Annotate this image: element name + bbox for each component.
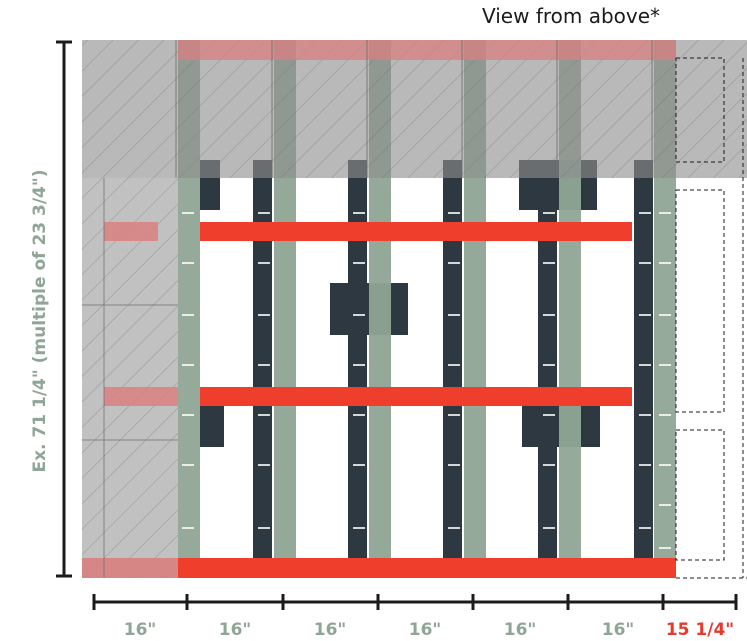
left-slab (82, 178, 178, 578)
blocking-row-2 (200, 387, 632, 406)
dashed-outlines (675, 57, 747, 579)
beam-4 (538, 160, 557, 560)
beams (253, 160, 653, 560)
diagram-title: View from above* (482, 4, 661, 28)
top-slab (82, 40, 747, 178)
beam-1 (253, 160, 272, 560)
spacing-label-5: 16" (503, 620, 537, 640)
blocking-row-1 (200, 222, 632, 241)
rim-board-top (178, 40, 676, 60)
beam-3 (443, 160, 462, 560)
beam-5 (634, 160, 653, 560)
spacing-label-1: 16" (123, 620, 157, 640)
vertical-dimension (56, 40, 72, 578)
spacing-label-6: 16" (601, 620, 635, 640)
spacing-label-4: 16" (408, 620, 442, 640)
spacing-label-3: 16" (313, 620, 347, 640)
beam-2 (348, 160, 367, 560)
blocking (178, 222, 676, 578)
spacing-label-2: 16" (218, 620, 252, 640)
height-dimension-label: Ex. 71 1/4" (multiple of 23 3/4") (30, 169, 50, 473)
rim-board-bottom (178, 558, 676, 578)
spacing-label-last: 15 1/4" (665, 620, 735, 640)
horizontal-dimension (92, 594, 738, 610)
